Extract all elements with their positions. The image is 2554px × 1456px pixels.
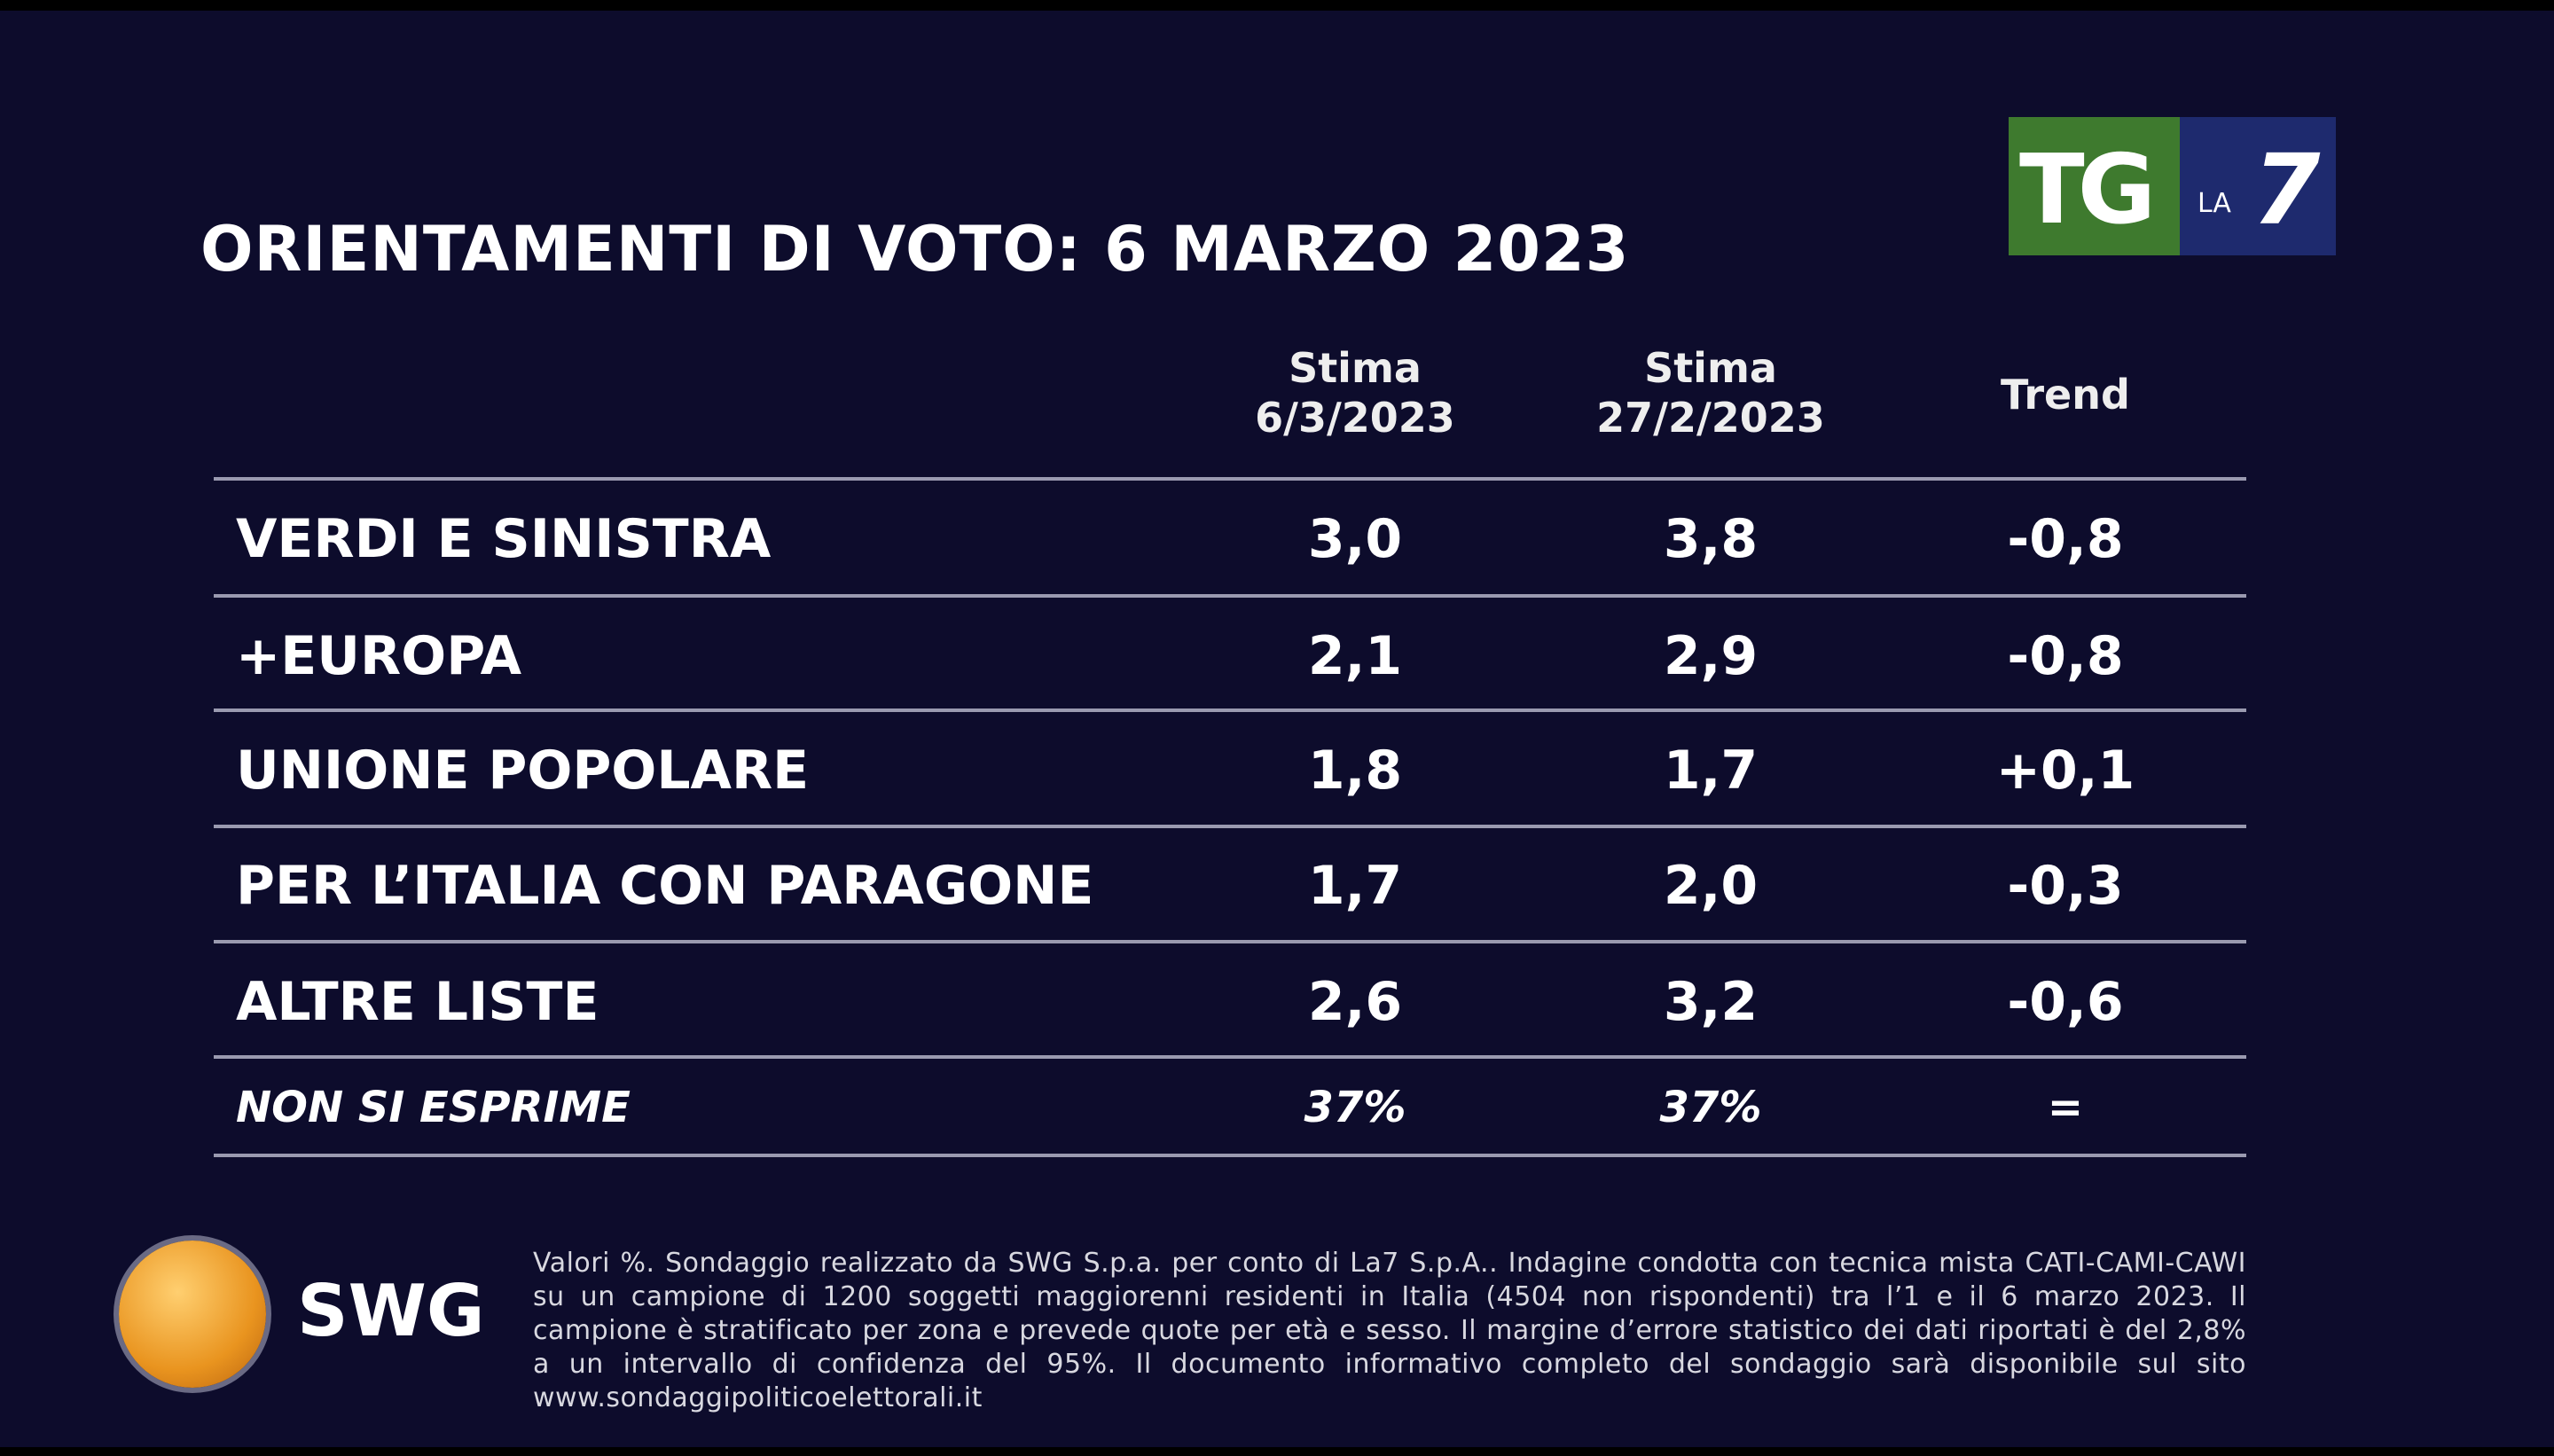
column-header: Stima [1289,344,1422,392]
tg-logo-text: TG [2019,135,2156,246]
cell-value: -0,8 [2007,508,2124,570]
swg-globe [119,1241,266,1388]
cell-value: 1,8 [1307,740,1403,802]
row-divider [214,1055,2246,1059]
la7-logo-box [2180,117,2336,255]
cell-value: 37% [1659,1083,1762,1132]
swg-brand: SWG [297,1270,485,1352]
la-logo-text: LA [2198,188,2231,219]
row-label: ALTRE LISTE [236,971,599,1033]
row-label: VERDI E SINISTRA [236,508,772,570]
cell-value: 3,2 [1663,971,1759,1033]
column-header: 6/3/2023 [1255,394,1455,442]
title: ORIENTAMENTI DI VOTO: 6 MARZO 2023 [200,213,1630,286]
cell-value: 1,7 [1307,855,1403,917]
cell-value: -0,6 [2007,971,2124,1033]
footnote: Valori %. Sondaggio realizzato da SWG S.… [533,1248,2246,1413]
cell-value: 3,8 [1663,508,1759,570]
cell-value: +0,1 [1995,740,2135,802]
row-label: UNIONE POPOLARE [236,740,810,802]
cell-value: -0,8 [2007,625,2124,687]
cell-value: = [2047,1083,2084,1132]
row-label: NON SI ESPRIME [236,1083,631,1132]
screen: ORIENTAMENTI DI VOTO: 6 MARZO 2023 TG LA… [0,11,2554,1447]
row-divider [214,594,2246,598]
row-divider [214,1154,2246,1157]
column-header: Stima [1644,344,1777,392]
row-label: PER L’ITALIA CON PARAGONE [236,855,1094,917]
cell-value: 2,0 [1663,855,1759,917]
row-divider [214,825,2246,828]
seven-logo-text: 7 [2252,133,2321,247]
cell-value: 2,1 [1307,625,1403,687]
cell-value: 37% [1304,1083,1406,1132]
row-divider [214,477,2246,481]
cell-value: 1,7 [1663,740,1759,802]
row-divider [214,940,2246,943]
cell-value: -0,3 [2007,855,2124,917]
row-divider [214,708,2246,712]
cell-value: 2,6 [1307,971,1403,1033]
tg-logo-box [2009,117,2180,255]
column-header: Trend [2001,371,2130,419]
cell-value: 2,9 [1663,625,1759,687]
column-header: 27/2/2023 [1596,394,1825,442]
cell-value: 3,0 [1307,508,1403,570]
row-label: +EUROPA [236,625,522,687]
